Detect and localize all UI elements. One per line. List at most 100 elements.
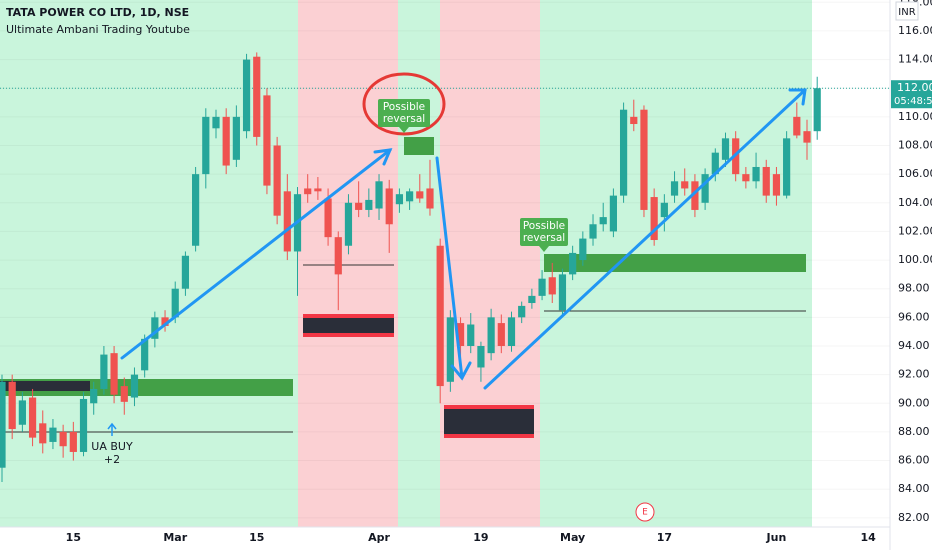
demand-box — [544, 254, 806, 272]
candle-body — [304, 188, 312, 195]
supply-box — [303, 318, 394, 333]
y-tick-label: 90.00 — [898, 396, 930, 409]
grid — [0, 1, 890, 519]
candle-body — [660, 202, 668, 218]
candle-body — [426, 188, 434, 209]
candle-body — [385, 188, 393, 225]
annotation: Possible reversal — [378, 99, 430, 133]
x-tick-label: Jun — [766, 531, 787, 544]
candle-body — [803, 131, 811, 143]
x-tick-label: 15 — [249, 531, 264, 544]
y-tick-label: 96.00 — [898, 310, 930, 323]
candle-body — [90, 388, 98, 404]
y-tick-label: 100.00 — [898, 253, 932, 266]
trend-arrow — [120, 148, 392, 360]
candle-body — [558, 274, 567, 311]
highlight-circle — [362, 72, 446, 136]
supply-box — [444, 409, 534, 434]
candle-body — [171, 288, 179, 318]
candle-body — [711, 152, 719, 175]
event-circle[interactable] — [635, 502, 655, 522]
time-axis — [0, 527, 890, 550]
y-tick-label: 106.00 — [898, 167, 932, 180]
chart-subtitle: Ultimate Ambani Trading Youtube — [6, 23, 190, 36]
x-tick-label: Apr — [368, 531, 390, 544]
x-tick-label: Mar — [163, 531, 187, 544]
candle-body — [406, 191, 414, 202]
label-box — [520, 218, 568, 246]
x-tick-label: 14 — [860, 531, 876, 544]
arrow-head — [373, 148, 393, 166]
candle-body — [548, 277, 556, 295]
y-tick-label: 82.00 — [898, 511, 930, 524]
candle-body — [721, 138, 730, 160]
candle-body — [39, 423, 47, 444]
candle-body — [0, 381, 6, 468]
candle-body — [192, 174, 200, 246]
candle-body — [467, 324, 475, 346]
candle-body — [212, 116, 220, 129]
candle-body — [263, 95, 271, 186]
candle-body — [18, 400, 26, 425]
candle-body — [120, 386, 128, 402]
candle-body — [742, 174, 750, 182]
y-tick-label: 102.00 — [898, 224, 932, 237]
y-tick-label: 108.00 — [898, 138, 932, 151]
candle-body — [130, 374, 139, 398]
candle-body — [110, 353, 118, 395]
candle-body — [161, 317, 169, 326]
candle-body — [487, 317, 495, 354]
event-text[interactable]: E — [642, 508, 648, 518]
candle-body — [344, 202, 353, 246]
candle-body — [141, 338, 149, 371]
candle-body — [752, 166, 760, 182]
candle-body — [456, 323, 465, 346]
candle-body — [242, 59, 251, 132]
candle-body — [783, 138, 791, 196]
candle-body — [599, 217, 607, 225]
chart-title: TATA POWER CO LTD, 1D, NSE — [6, 6, 189, 19]
currency: INR — [898, 7, 915, 18]
candle-body — [8, 381, 16, 430]
candle-body — [100, 354, 108, 389]
label-box — [378, 99, 430, 127]
y-tick-label: 94.00 — [898, 339, 930, 352]
buy-label: UA BUY — [91, 440, 133, 453]
candle-body — [69, 431, 77, 452]
candle-body — [477, 345, 485, 368]
candle-body — [446, 317, 454, 382]
y-tick-label: 104.00 — [898, 196, 932, 209]
candle-body — [670, 181, 679, 196]
buy-count: +2 — [104, 453, 120, 466]
annotation-text: Possible — [523, 220, 565, 232]
trend-arrow — [483, 88, 807, 390]
buy-arrow-head — [107, 422, 117, 430]
candle-body — [630, 116, 638, 125]
event-marker[interactable]: E — [635, 502, 655, 522]
candle-body — [283, 191, 291, 252]
candle-body — [253, 56, 261, 137]
candle-body — [701, 174, 709, 203]
candle-body — [232, 116, 240, 160]
y-tick-label: 116.00 — [898, 24, 932, 37]
arrow-head — [450, 361, 472, 381]
candle-body — [375, 181, 383, 209]
candle-body — [681, 181, 689, 189]
y-tick-label: 84.00 — [898, 482, 930, 495]
currency-box — [895, 1, 919, 21]
candle-body — [181, 255, 190, 289]
candle-body — [49, 427, 57, 442]
candle-body — [314, 188, 322, 192]
candle-body — [619, 109, 628, 196]
candle-body — [762, 166, 770, 196]
candle-body — [538, 278, 546, 296]
candle-body — [497, 323, 505, 346]
last-price-tag — [891, 80, 932, 109]
candle-body — [202, 116, 210, 175]
candle-body — [691, 181, 699, 210]
candle-body — [79, 398, 88, 452]
bull-zone — [398, 0, 440, 527]
zones — [0, 137, 806, 438]
candle-body — [28, 397, 37, 438]
x-tick-label: 17 — [657, 531, 672, 544]
